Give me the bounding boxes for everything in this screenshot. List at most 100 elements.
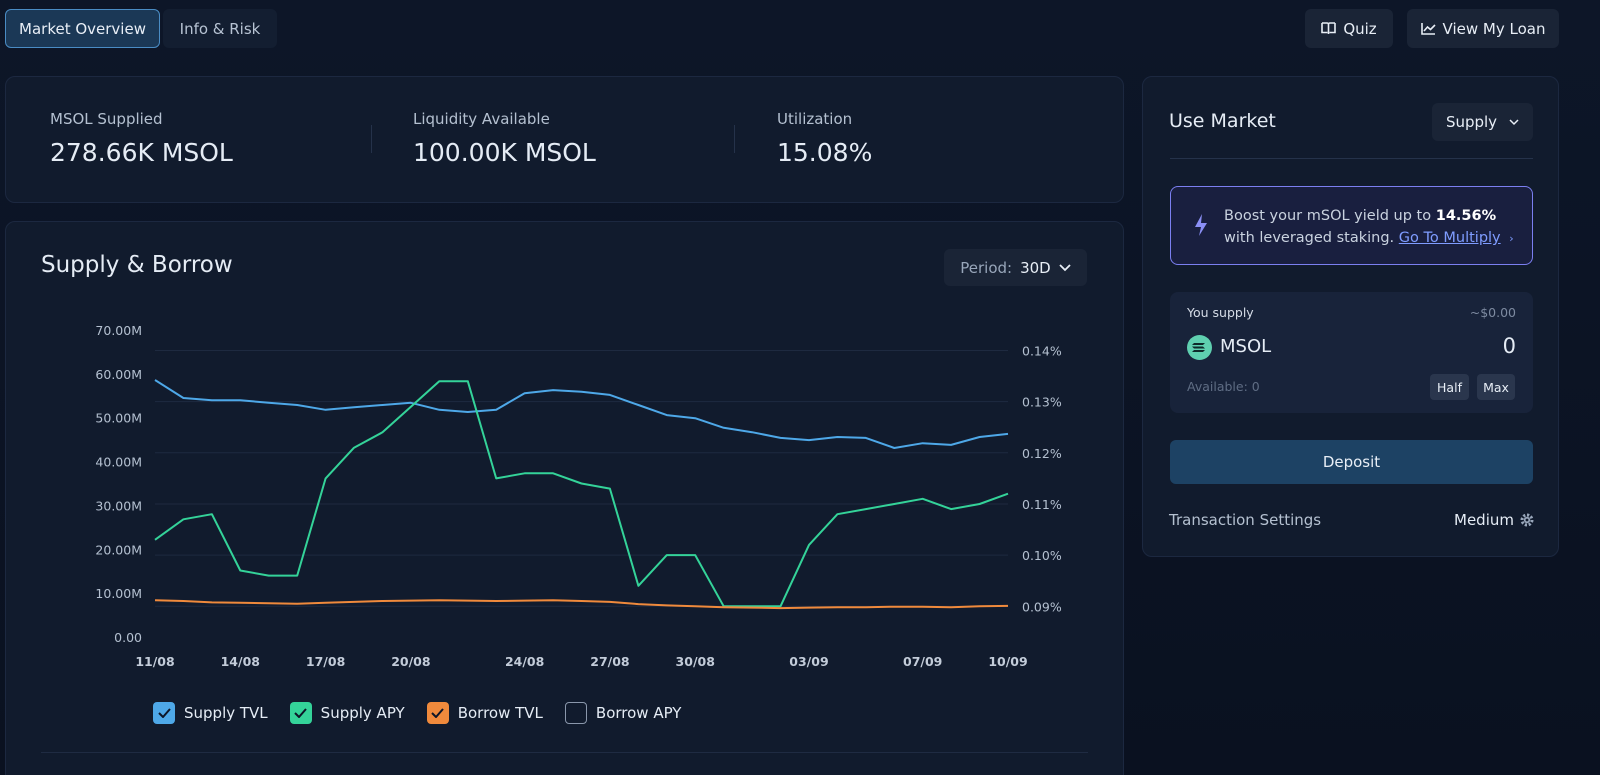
x-tick-label: 14/08 xyxy=(221,654,260,669)
stat-value: 15.08% xyxy=(777,138,873,167)
stat-label: Liquidity Available xyxy=(413,110,550,128)
promo-text-part: with leveraged staking. xyxy=(1224,230,1395,246)
stat-value: 278.66K MSOL xyxy=(50,138,233,167)
chevron-icon xyxy=(1509,118,1519,125)
legend-label: Supply TVL xyxy=(184,704,268,722)
tab-active[interactable]: Market Overview xyxy=(5,9,160,48)
legend-label: Borrow APY xyxy=(595,704,682,722)
token-icon xyxy=(1187,335,1212,360)
divider xyxy=(734,125,735,153)
supply-label: You supply xyxy=(1187,305,1254,320)
legend-item[interactable]: Borrow TVL xyxy=(426,702,543,724)
legend-item[interactable]: Borrow APY xyxy=(564,702,682,724)
stat-label: Utilization xyxy=(777,110,853,128)
tab-label: Info & Risk xyxy=(179,19,261,38)
supply-usd: ~$0.00 xyxy=(1469,305,1516,320)
legend: Supply TVL Supply APY Borrow TVL Borrow APY xyxy=(153,702,681,724)
view-loan-button[interactable]: View My Loan xyxy=(1407,9,1559,48)
button-label: Deposit xyxy=(1322,453,1381,471)
mode-select[interactable]: Supply xyxy=(1432,103,1533,141)
check-icon xyxy=(431,708,444,718)
y-tick-label: 0.00 xyxy=(114,630,142,645)
token-name: MSOL xyxy=(1220,336,1272,357)
series-line xyxy=(154,379,1009,449)
button-label: Half xyxy=(1437,379,1462,395)
x-tick-label: 30/08 xyxy=(676,654,715,669)
mode-value: Supply xyxy=(1445,113,1498,131)
bolt-icon xyxy=(1195,214,1207,236)
legend-checkbox[interactable] xyxy=(564,702,587,724)
chart-icon xyxy=(1420,23,1436,35)
promo-box: Boost your mSOL yield up to 14.56% with … xyxy=(1170,186,1533,265)
period-label: Period: xyxy=(960,258,1013,277)
link-chevron: › xyxy=(1509,232,1514,245)
y-tick-label: 70.00M xyxy=(95,323,142,338)
x-tick-label: 03/09 xyxy=(789,654,828,669)
promo-link[interactable]: Go To Multiply xyxy=(1398,230,1501,246)
period-value: 30D xyxy=(1020,258,1051,277)
x-tick-label: 24/08 xyxy=(505,654,544,669)
check-icon xyxy=(294,708,307,718)
button-label: Quiz xyxy=(1343,19,1377,38)
stats-card xyxy=(5,76,1124,203)
y-tick-label: 10.00M xyxy=(95,586,142,601)
legend-label: Borrow TVL xyxy=(457,704,543,722)
divider xyxy=(1170,158,1533,159)
button-label: Max xyxy=(1483,379,1509,395)
chart: 0.09% 0.10% 0.11% 0.12% 0.13% 0.14% 0.00 10.00M… xyxy=(95,323,1062,669)
x-tick-label: 20/08 xyxy=(391,654,430,669)
supply-box: You supply ~$0.00 MSOL 0 Available: 0 Ha… xyxy=(1170,292,1533,413)
series-line xyxy=(154,599,1009,610)
deposit-button[interactable]: Deposit xyxy=(1170,440,1533,484)
divider xyxy=(371,125,372,153)
y-tick-label: 60.00M xyxy=(95,367,142,382)
y2-tick-label: 0.10% xyxy=(1022,548,1062,563)
y2-tick-label: 0.09% xyxy=(1022,599,1062,614)
check-icon xyxy=(157,708,171,718)
y2-tick-label: 0.14% xyxy=(1022,343,1062,358)
y-tick-label: 30.00M xyxy=(95,498,142,513)
chart-title: Supply & Borrow xyxy=(41,252,233,278)
legend-label: Supply APY xyxy=(320,704,405,722)
promo-highlight: 14.56% xyxy=(1435,208,1497,224)
button-label: View My Loan xyxy=(1442,19,1546,38)
series-line xyxy=(154,380,1009,608)
chevron-icon xyxy=(1059,263,1071,271)
legend-checkbox[interactable] xyxy=(153,702,175,724)
legend-item[interactable]: Supply TVL xyxy=(153,702,268,724)
stat-value: 100.00K MSOL xyxy=(413,138,596,167)
x-tick-label: 27/08 xyxy=(590,654,629,669)
max-button[interactable]: Max xyxy=(1477,374,1515,400)
x-tick-label: 07/09 xyxy=(903,654,942,669)
promo-text: Boost your mSOL yield up to 14.56% with … xyxy=(1224,205,1524,250)
settings-value-row[interactable]: Medium xyxy=(1454,511,1534,529)
settings-label: Transaction Settings xyxy=(1169,511,1322,529)
half-button[interactable]: Half xyxy=(1430,374,1469,400)
y2-tick-label: 0.13% xyxy=(1022,395,1062,410)
x-tick-label: 17/08 xyxy=(306,654,345,669)
tab-label: Market Overview xyxy=(19,19,146,38)
y2-tick-label: 0.11% xyxy=(1022,497,1062,512)
legend-checkbox[interactable] xyxy=(426,702,449,724)
gear-icon xyxy=(1520,513,1534,527)
y2-tick-label: 0.12% xyxy=(1022,446,1062,461)
panel-title: Use Market xyxy=(1169,110,1276,132)
promo-text-part: Boost your mSOL yield up to xyxy=(1224,208,1432,224)
chart-card xyxy=(5,221,1124,775)
available: Available: 0 xyxy=(1187,379,1260,394)
legend-checkbox[interactable] xyxy=(289,702,312,724)
settings-value: Medium xyxy=(1454,511,1514,529)
y-tick-label: 40.00M xyxy=(95,455,142,470)
stat-label: MSOL Supplied xyxy=(50,110,163,128)
legend-item[interactable]: Supply APY xyxy=(289,702,405,724)
tab[interactable]: Info & Risk xyxy=(163,9,277,48)
x-tick-label: 10/09 xyxy=(988,654,1027,669)
divider xyxy=(41,752,1088,753)
y-tick-label: 20.00M xyxy=(95,542,142,557)
quiz-button[interactable]: Quiz xyxy=(1305,9,1393,48)
period-select[interactable]: Period: 30D xyxy=(944,249,1087,286)
y-tick-label: 50.00M xyxy=(95,411,142,426)
supply-amount[interactable]: 0 xyxy=(1502,334,1516,358)
x-tick-label: 11/08 xyxy=(135,654,174,669)
